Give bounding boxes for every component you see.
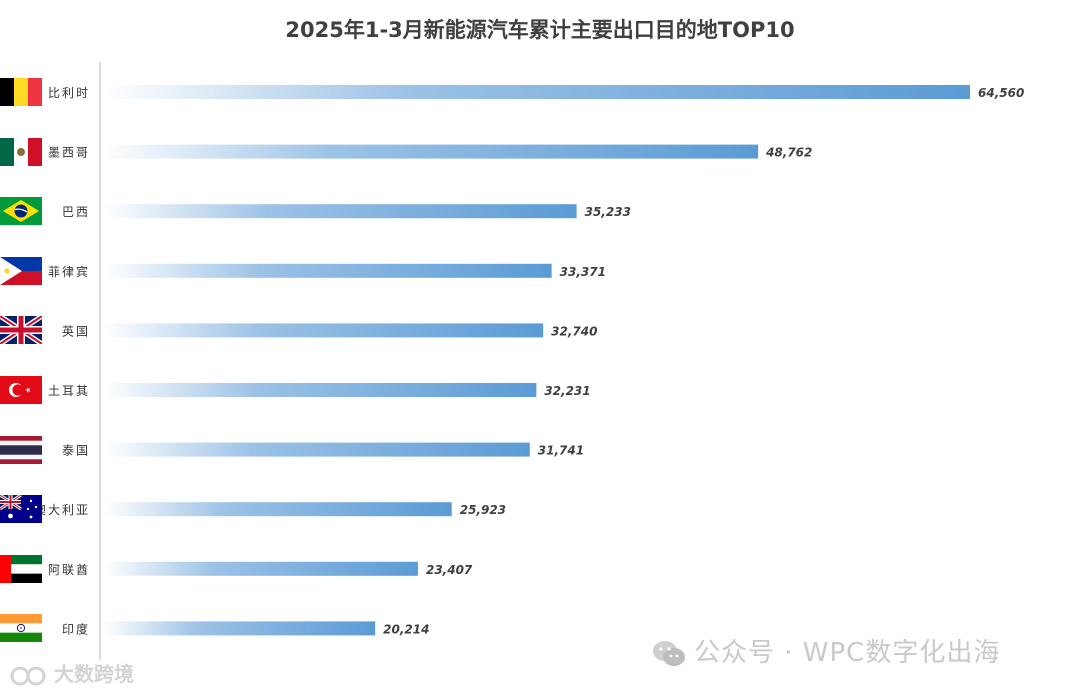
watermark-dashu-text: 大数跨境	[54, 662, 134, 686]
turkey-flag-icon	[0, 376, 42, 404]
australia-flag-icon	[0, 495, 42, 524]
bar-4	[104, 323, 544, 338]
wechat-icon	[653, 640, 685, 666]
chart-title: 2025年1-3月新能源汽车累计主要出口目的地TOP10	[285, 18, 795, 42]
value-label-8: 23,407	[426, 563, 473, 577]
watermark-wpc-text: 公众号 · WPC数字化出海	[694, 638, 1001, 668]
value-label-1: 48,762	[765, 146, 812, 160]
value-label-5: 32,231	[544, 384, 590, 398]
belgium-flag-icon	[0, 78, 42, 106]
category-label-4: 英国	[62, 324, 90, 338]
value-label-9: 20,214	[383, 622, 429, 636]
brazil-flag-icon	[0, 197, 42, 226]
category-label-2: 巴西	[62, 205, 90, 219]
value-label-6: 31,741	[538, 444, 584, 458]
category-label-3: 菲律宾	[48, 264, 90, 279]
bar-1	[104, 144, 759, 159]
bar-7	[104, 502, 452, 517]
category-label-0: 比利时	[48, 86, 90, 100]
value-label-7: 25,923	[460, 503, 506, 517]
uae-flag-icon	[0, 554, 42, 583]
bar-5	[104, 383, 537, 397]
bar-9	[104, 621, 376, 636]
category-label-7: 澳大利亚	[34, 503, 90, 517]
category-label-9: 印度	[62, 621, 90, 636]
category-label-1: 墨西哥	[48, 146, 90, 160]
bar-6	[104, 442, 530, 457]
bar-8	[104, 561, 418, 576]
category-label-5: 土耳其	[48, 384, 90, 398]
value-label-4: 32,740	[551, 324, 597, 338]
philippines-flag-icon	[0, 256, 42, 285]
bar-2	[104, 204, 577, 219]
dashu-logo-icon	[10, 666, 46, 685]
uk-flag-icon	[0, 316, 42, 345]
category-label-6: 泰国	[62, 444, 90, 458]
value-label-0: 64,560	[978, 86, 1024, 100]
value-label-2: 35,233	[585, 205, 631, 219]
value-label-3: 33,371	[560, 265, 606, 279]
bar-0	[104, 85, 970, 99]
mexico-flag-icon	[0, 137, 42, 166]
watermark-wpc: 公众号 · WPC数字化出海	[652, 632, 1000, 669]
watermark-dashu: 大数跨境	[10, 658, 134, 688]
bar-3	[104, 263, 552, 278]
thailand-flag-icon	[0, 435, 42, 464]
india-flag-icon	[0, 614, 42, 643]
category-label-8: 阿联酋	[48, 562, 90, 577]
